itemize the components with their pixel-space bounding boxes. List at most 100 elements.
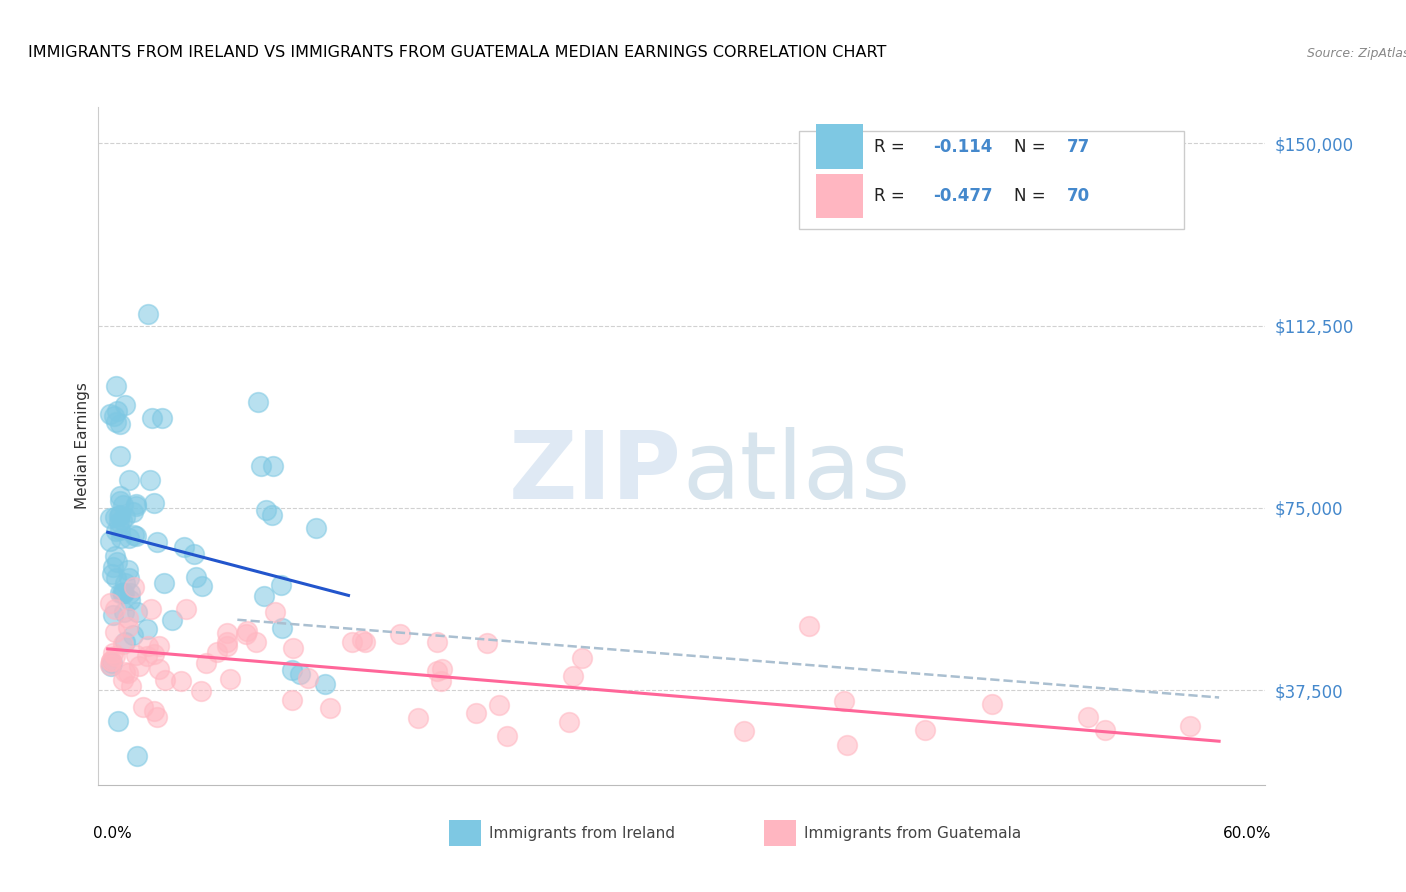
- Point: [125, 529, 148, 543]
- Point: [354, 635, 377, 649]
- Point: [173, 540, 195, 554]
- Point: [108, 515, 131, 529]
- Point: [105, 571, 128, 585]
- Text: atlas: atlas: [682, 427, 910, 519]
- Point: [215, 640, 238, 654]
- Point: [111, 586, 134, 600]
- Point: [245, 635, 267, 649]
- Point: [100, 654, 122, 668]
- Point: [215, 634, 238, 648]
- Point: [430, 662, 453, 676]
- Point: [111, 586, 134, 600]
- Point: [426, 665, 449, 679]
- Point: [107, 714, 129, 729]
- Point: [101, 647, 124, 661]
- Point: [174, 601, 197, 615]
- Point: [314, 677, 336, 691]
- Point: [118, 586, 141, 600]
- Point: [112, 637, 135, 651]
- Point: [104, 648, 127, 663]
- Point: [146, 710, 169, 724]
- Point: [797, 618, 820, 632]
- Point: [103, 559, 125, 574]
- Point: [108, 417, 131, 431]
- Text: Source: ZipAtlas.com: Source: ZipAtlas.com: [1308, 46, 1406, 60]
- Point: [561, 669, 583, 683]
- Point: [112, 498, 135, 512]
- Point: [108, 489, 131, 503]
- Point: [98, 596, 121, 610]
- Point: [148, 639, 170, 653]
- Point: [148, 662, 170, 676]
- Point: [122, 505, 145, 519]
- Point: [183, 547, 205, 561]
- Point: [118, 571, 141, 585]
- Point: [117, 563, 139, 577]
- Point: [110, 531, 132, 545]
- Bar: [763, 821, 796, 846]
- Point: [118, 531, 141, 545]
- Point: [305, 520, 328, 534]
- Point: [832, 694, 855, 708]
- Point: [190, 683, 212, 698]
- Point: [125, 606, 148, 620]
- Point: [150, 411, 173, 425]
- Point: [136, 307, 159, 321]
- Point: [127, 748, 149, 763]
- Point: [191, 579, 214, 593]
- Point: [128, 659, 150, 673]
- Point: [103, 608, 125, 623]
- Point: [169, 674, 191, 689]
- Point: [290, 667, 312, 681]
- Point: [1178, 719, 1201, 733]
- Point: [142, 647, 165, 661]
- Point: [118, 593, 141, 607]
- Point: [271, 621, 294, 635]
- Point: [205, 645, 228, 659]
- Point: [571, 650, 593, 665]
- Point: [136, 640, 159, 654]
- Point: [98, 407, 121, 421]
- Point: [100, 654, 122, 668]
- Point: [117, 610, 139, 624]
- Point: [408, 711, 430, 725]
- Point: [914, 723, 936, 738]
- Point: [101, 566, 124, 581]
- Point: [105, 556, 128, 570]
- Point: [388, 627, 411, 641]
- Text: R =: R =: [875, 187, 911, 205]
- FancyBboxPatch shape: [799, 131, 1184, 229]
- Point: [141, 411, 163, 425]
- Point: [250, 458, 273, 473]
- Point: [114, 398, 136, 412]
- Point: [495, 730, 517, 744]
- Text: N =: N =: [1015, 187, 1052, 205]
- Bar: [449, 821, 481, 846]
- Point: [475, 636, 498, 650]
- Point: [104, 549, 127, 563]
- Text: -0.114: -0.114: [932, 138, 993, 156]
- Point: [254, 502, 277, 516]
- Point: [1077, 710, 1099, 724]
- Point: [131, 700, 153, 714]
- Point: [139, 473, 162, 487]
- Point: [101, 656, 124, 670]
- Point: [283, 640, 305, 655]
- Point: [114, 634, 136, 648]
- Point: [262, 458, 284, 473]
- Point: [125, 497, 148, 511]
- Point: [981, 698, 1004, 712]
- Point: [107, 509, 129, 524]
- Text: ZIP: ZIP: [509, 427, 682, 519]
- Point: [104, 509, 127, 524]
- Point: [108, 493, 131, 508]
- Point: [120, 679, 142, 693]
- Text: R =: R =: [875, 138, 911, 156]
- Point: [104, 602, 127, 616]
- Point: [184, 570, 207, 584]
- Point: [111, 513, 134, 527]
- Point: [108, 586, 131, 600]
- Point: [122, 627, 145, 641]
- Point: [464, 706, 486, 720]
- Point: [105, 415, 128, 429]
